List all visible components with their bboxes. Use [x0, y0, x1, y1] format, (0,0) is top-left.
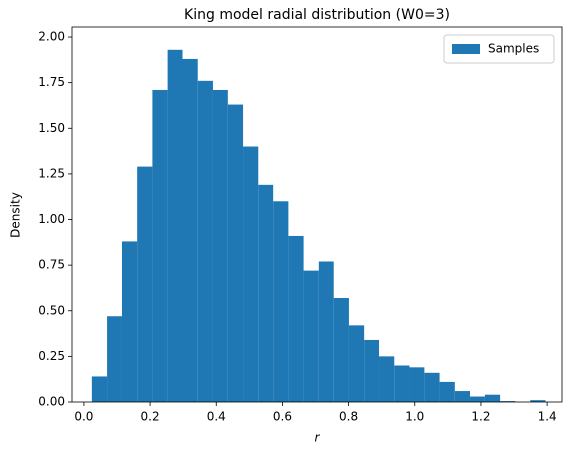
x-tick-label: 0.6: [273, 410, 292, 424]
bar: [152, 89, 168, 402]
bar: [212, 89, 228, 402]
legend-swatch: [452, 44, 480, 54]
chart-title: King model radial distribution (W0=3): [184, 7, 450, 23]
legend-label: Samples: [488, 42, 539, 56]
bar: [182, 58, 198, 403]
bar: [530, 400, 546, 402]
bar: [470, 396, 485, 402]
bar: [318, 261, 334, 402]
bar: [333, 297, 349, 402]
x-tick-label: 0.2: [141, 410, 160, 424]
bar: [424, 372, 440, 402]
y-tick-label: 0.75: [38, 258, 65, 272]
y-tick-label: 2.00: [38, 30, 65, 44]
plot-frame: [71, 26, 563, 403]
x-tick-label: 0.0: [74, 410, 93, 424]
y-tick-label: 1.25: [38, 166, 65, 180]
bar: [454, 391, 471, 402]
bar: [167, 49, 183, 403]
bar: [348, 325, 365, 402]
bar: [107, 316, 122, 402]
y-tick-label: 1.00: [38, 212, 65, 226]
x-tick-label: 0.8: [339, 410, 358, 424]
bar: [197, 80, 213, 402]
bar: [364, 339, 380, 402]
y-tick-label: 0.00: [38, 395, 65, 409]
bar: [243, 146, 259, 402]
bar: [500, 401, 516, 402]
bar: [303, 270, 319, 402]
y-tick-label: 0.25: [38, 349, 65, 363]
bar: [288, 235, 304, 402]
bar: [439, 381, 455, 402]
bar: [394, 365, 410, 402]
y-axis-label: Density: [9, 192, 23, 238]
y-tick-label: 1.50: [38, 121, 65, 135]
bar: [137, 166, 153, 402]
y-tick-label: 1.75: [38, 75, 65, 89]
bar: [121, 241, 138, 402]
bar: [227, 104, 244, 402]
bar: [91, 376, 108, 402]
x-tick-label: 0.4: [207, 410, 226, 424]
bar: [379, 356, 395, 402]
x-tick-label: 1.2: [471, 410, 490, 424]
y-tick-label: 0.50: [38, 303, 65, 317]
bar: [409, 367, 425, 402]
x-tick-label: 1.0: [405, 410, 424, 424]
bar: [258, 184, 274, 402]
legend-box: [443, 34, 555, 64]
bar: [484, 394, 501, 402]
x-axis-label: r: [315, 431, 321, 445]
x-tick-label: 1.4: [538, 410, 557, 424]
bar: [273, 201, 289, 402]
